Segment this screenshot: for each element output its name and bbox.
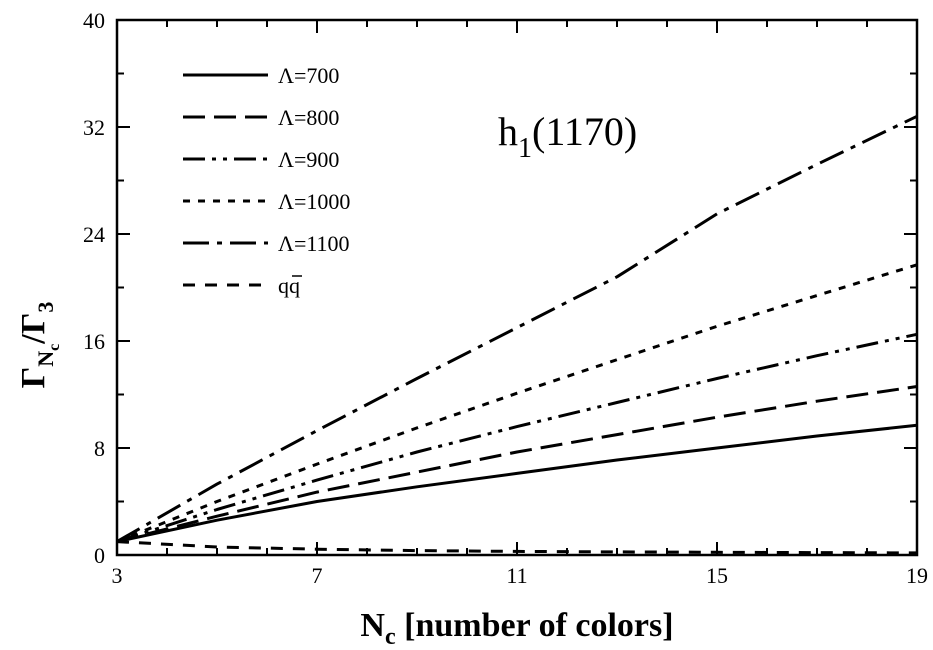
x-tick-label: 11 — [506, 563, 527, 588]
series-line-5 — [116, 540, 918, 555]
y-tick-label: 32 — [83, 115, 105, 140]
y-axis-label: ΓNc/Γ3 — [15, 302, 63, 389]
y-tick-label: 16 — [83, 329, 105, 354]
y-tick-label: 40 — [83, 8, 105, 33]
x-tick-label: 3 — [112, 563, 123, 588]
series-lines — [116, 114, 918, 555]
legend-label: qq — [278, 273, 300, 298]
plot-frame — [115, 18, 919, 557]
plot-annotation: h1(1170) — [498, 109, 637, 164]
legend-label: Λ=900 — [278, 147, 339, 172]
legend: Λ=700 Λ=800 Λ=900 Λ=1000 Λ=1100 qq — [183, 63, 350, 298]
legend-label: Λ=1000 — [278, 189, 350, 214]
series-line-4 — [116, 114, 918, 543]
legend-label: Λ=1100 — [278, 231, 350, 256]
y-tick-label: 0 — [94, 543, 105, 568]
legend-label: Λ=800 — [278, 105, 339, 130]
legend-label: Λ=700 — [278, 63, 339, 88]
series-line-3 — [116, 263, 918, 543]
x-tick-label: 19 — [906, 563, 928, 588]
y-tick-label: 8 — [94, 436, 105, 461]
x-axis-label: Nc [number of colors] — [360, 607, 673, 650]
series-line-2 — [116, 332, 918, 544]
y-tick-label: 24 — [83, 222, 105, 247]
x-tick-label: 15 — [706, 563, 728, 588]
series-line-1 — [116, 385, 918, 544]
x-tick-label: 7 — [312, 563, 323, 588]
tick-labels: 3 7 11 15 19 0 8 16 24 32 40 — [83, 8, 928, 588]
series-line-0 — [116, 423, 918, 544]
